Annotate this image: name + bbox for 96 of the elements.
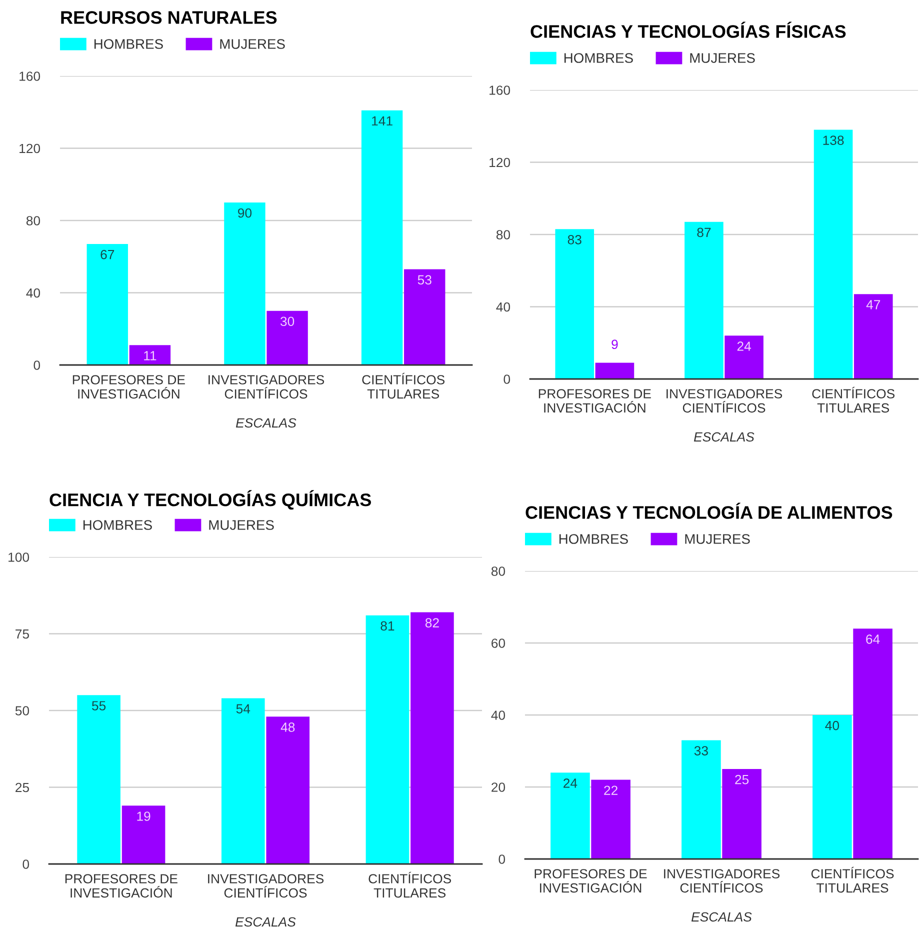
- bar: [410, 612, 454, 864]
- data-label: 47: [866, 300, 880, 310]
- x-tick-label: PROFESORES DE INVESTIGACIÓN: [538, 389, 651, 413]
- bar: [595, 362, 634, 379]
- y-tick-label: 40: [26, 288, 40, 298]
- bar: [86, 244, 128, 365]
- data-label: 82: [425, 618, 439, 628]
- data-label: 53: [418, 275, 432, 285]
- y-tick-label: 80: [496, 230, 510, 240]
- bar: [854, 294, 893, 379]
- legend-label: MUJERES: [685, 534, 750, 544]
- y-tick-label: 50: [15, 706, 30, 716]
- bar: [550, 772, 590, 859]
- y-tick-label: 120: [490, 158, 510, 168]
- y-tick-label: 0: [34, 360, 40, 370]
- data-label: 22: [604, 786, 618, 795]
- y-tick-label: 75: [16, 629, 30, 639]
- x-axis-title: ESCALAS: [694, 432, 754, 442]
- x-tick-label: CIENTÍFICOS TITULARES: [368, 872, 452, 898]
- data-label: 90: [238, 208, 252, 218]
- chart-title: CIENCIAS Y TECNOLOGÍA DE ALIMENTOS: [526, 502, 892, 519]
- y-tick-label: 0: [498, 854, 506, 864]
- x-tick-label: CIENTÍFICOS TITULARES: [811, 866, 894, 893]
- data-label: 9: [612, 340, 618, 350]
- legend-label: MUJERES: [209, 520, 274, 530]
- bar: [129, 345, 171, 365]
- data-label: 25: [735, 774, 749, 784]
- y-tick-label: 40: [496, 302, 510, 312]
- y-tick-label: 0: [504, 374, 510, 384]
- bar: [814, 130, 853, 379]
- bar: [812, 715, 852, 859]
- bar: [404, 269, 446, 365]
- y-tick-label: 80: [491, 566, 506, 576]
- x-tick-label: PROFESORES DE INVESTIGACIÓN: [534, 869, 647, 893]
- data-label: 54: [236, 704, 250, 714]
- legend-label: HOMBRES: [83, 520, 152, 530]
- bar: [122, 806, 166, 864]
- bar: [266, 716, 310, 864]
- x-tick-label: INVESTIGADORES CIENTÍFICOS: [666, 389, 782, 413]
- y-tick-label: 160: [490, 86, 510, 95]
- x-axis-title: ESCALAS: [691, 912, 752, 922]
- data-label: 11: [144, 351, 156, 360]
- chart-title: RECURSOS NATURALES: [61, 11, 277, 24]
- chart-title: CIENCIAS Y TECNOLOGÍAS FÍSICAS: [530, 22, 846, 38]
- bar: [224, 202, 266, 365]
- data-label: 24: [564, 778, 578, 788]
- y-tick-label: 60: [492, 638, 506, 648]
- bar: [555, 229, 594, 379]
- bar: [591, 780, 630, 859]
- bar: [77, 695, 120, 864]
- legend-label: MUJERES: [220, 39, 285, 49]
- chart-title: CIENCIA Y TECNOLOGÍAS QUÍMICAS: [50, 490, 371, 510]
- y-tick-label: 40: [491, 710, 506, 720]
- data-label: 81: [380, 621, 394, 631]
- data-label: 24: [737, 342, 751, 351]
- y-tick-label: 25: [16, 782, 30, 792]
- y-tick-label: 100: [8, 552, 30, 562]
- bar: [266, 310, 308, 365]
- data-label: 83: [568, 234, 582, 244]
- x-tick-label: PROFESORES DE INVESTIGACIÓN: [65, 874, 178, 898]
- x-tick-label: INVESTIGADORES CIENTÍFICOS: [208, 874, 324, 898]
- data-label: 55: [92, 701, 106, 710]
- x-tick-label: INVESTIGADORES CIENTÍFICOS: [208, 375, 324, 399]
- bar: [361, 110, 403, 365]
- y-tick-label: 120: [20, 144, 40, 154]
- bar: [853, 628, 892, 859]
- y-tick-label: 20: [492, 782, 506, 792]
- data-label: 138: [823, 136, 844, 145]
- legend-label: HOMBRES: [564, 53, 633, 63]
- x-tick-label: INVESTIGADORES CIENTÍFICOS: [664, 869, 780, 893]
- y-tick-label: 160: [20, 72, 40, 81]
- y-tick-label: 0: [22, 860, 30, 869]
- bar: [722, 769, 762, 859]
- legend-label: MUJERES: [690, 53, 755, 63]
- data-label: 30: [280, 316, 294, 326]
- data-label: 19: [137, 812, 150, 821]
- data-label: 67: [100, 250, 114, 260]
- data-label: 48: [280, 722, 295, 732]
- x-tick-label: PROFESORES DE INVESTIGACIÓN: [72, 375, 185, 399]
- x-tick-label: CIENTÍFICOS TITULARES: [812, 386, 895, 413]
- data-label: 33: [694, 746, 708, 756]
- bar: [684, 222, 724, 379]
- bar: [724, 336, 764, 379]
- bar: [682, 740, 721, 859]
- data-label: 64: [866, 634, 880, 644]
- bar: [221, 698, 265, 864]
- bar: [366, 615, 410, 864]
- data-label: 141: [372, 116, 392, 126]
- x-axis-title: ESCALAS: [236, 418, 296, 428]
- data-label: 40: [825, 720, 840, 730]
- data-label: 87: [697, 228, 711, 238]
- y-tick-label: 80: [26, 216, 40, 226]
- legend-label: HOMBRES: [559, 534, 628, 544]
- x-axis-title: ESCALAS: [235, 917, 296, 927]
- x-tick-label: CIENTÍFICOS TITULARES: [362, 372, 445, 399]
- legend-label: HOMBRES: [94, 39, 163, 49]
